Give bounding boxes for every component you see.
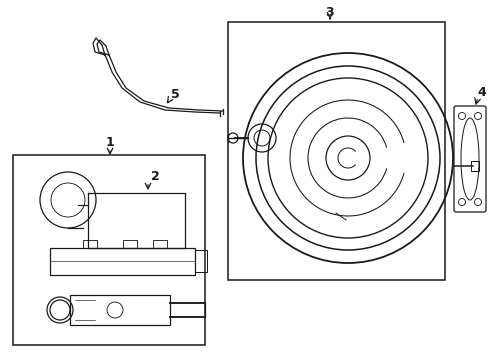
Bar <box>227 22 444 280</box>
Bar <box>470 161 478 171</box>
Bar <box>83 240 97 248</box>
Bar <box>123 240 137 248</box>
Text: 2: 2 <box>150 171 159 184</box>
Text: 3: 3 <box>325 5 334 18</box>
Bar <box>195 250 206 272</box>
Bar <box>70 295 170 325</box>
Bar <box>153 240 167 248</box>
Bar <box>13 155 204 345</box>
Bar <box>50 248 195 275</box>
Text: 4: 4 <box>477 86 486 99</box>
Text: 5: 5 <box>170 89 179 102</box>
Text: 1: 1 <box>105 136 114 149</box>
